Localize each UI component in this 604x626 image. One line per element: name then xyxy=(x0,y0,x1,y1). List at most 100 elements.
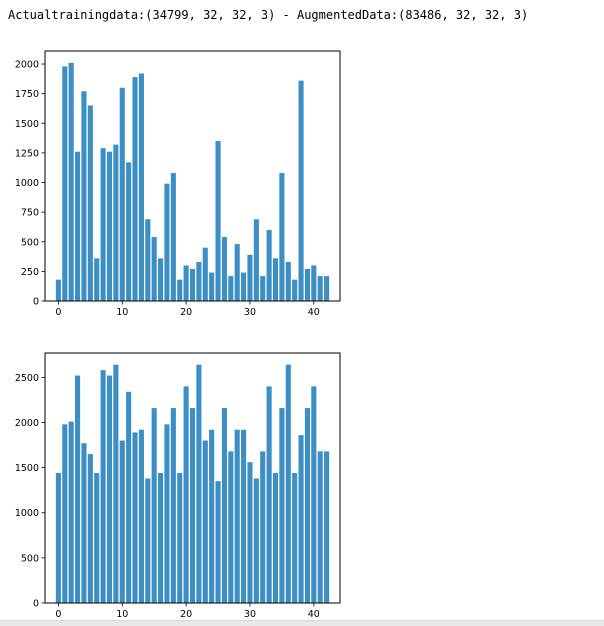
chart1-bar-27 xyxy=(228,276,234,301)
chart1-bar-4 xyxy=(81,91,87,301)
chart2-bar-35 xyxy=(279,408,285,603)
chart1-bar-1 xyxy=(62,66,68,302)
chart2-bar-33 xyxy=(266,386,272,603)
chart2-bar-13 xyxy=(138,429,144,603)
bar-chart-actual-svg: 0 250 500 750 1000 1250 1500 1750 2000 0 10 20 30 40 xyxy=(15,50,341,318)
chart2-bar-26 xyxy=(221,408,227,603)
chart1-bar-6 xyxy=(94,258,100,301)
chart2-bar-6 xyxy=(94,473,100,603)
chart2-bar-37 xyxy=(292,473,298,603)
chart2-bar-17 xyxy=(164,424,170,603)
chart1-xtick-label-40: 40 xyxy=(308,307,320,318)
chart2-ytick-label-0: 0 xyxy=(33,599,39,610)
chart1-bar-11 xyxy=(126,162,132,301)
chart2-bar-15 xyxy=(151,408,157,603)
chart2-bar-8 xyxy=(106,375,113,603)
chart1-xtick-label-0: 0 xyxy=(55,307,61,318)
chart2-bar-16 xyxy=(158,473,164,603)
chart2-bar-28 xyxy=(234,429,240,603)
chart2-bar-14 xyxy=(145,478,151,603)
chart1-xtick-label-10: 10 xyxy=(116,307,128,318)
chart1-bar-7 xyxy=(100,148,106,301)
chart1-bar-22 xyxy=(196,261,202,301)
chart2-xtick-label-30: 30 xyxy=(244,609,256,620)
chart1-bar-26 xyxy=(221,237,227,301)
chart1-ytick-label-1750: 1750 xyxy=(15,89,39,100)
chart2-bar-31 xyxy=(253,478,259,603)
chart2-bar-4 xyxy=(81,443,87,603)
chart1-bar-34 xyxy=(272,258,279,301)
chart1-bar-15 xyxy=(151,237,157,301)
chart1-bar-17 xyxy=(164,183,170,301)
chart2-bar-18 xyxy=(170,408,176,603)
chart2-ytick-label-1000: 1000 xyxy=(15,508,39,519)
chart1-bar-12 xyxy=(132,77,138,301)
chart2-bar-38 xyxy=(298,435,304,603)
chart2-bar-12 xyxy=(132,432,138,603)
horizontal-scrollbar[interactable] xyxy=(0,620,604,626)
chart1-bar-25 xyxy=(215,141,221,301)
chart2-bar-29 xyxy=(241,429,247,603)
chart1-bar-13 xyxy=(138,73,144,301)
chart1-bar-42 xyxy=(324,276,330,301)
chart2-bar-27 xyxy=(228,451,234,603)
chart2-bar-2 xyxy=(68,421,74,603)
chart1-bar-10 xyxy=(119,87,125,301)
chart1-ytick-label-750: 750 xyxy=(21,208,39,219)
chart2-bar-21 xyxy=(189,408,196,603)
chart2-bar-39 xyxy=(304,408,310,603)
chart1-xtick-label-20: 20 xyxy=(180,307,192,318)
chart2-bar-42 xyxy=(324,451,330,603)
chart1-bar-9 xyxy=(113,144,119,301)
chart1-bar-20 xyxy=(183,265,189,301)
bar-chart-actual: 0 250 500 750 1000 1250 1500 1750 2000 0 10 20 30 40 xyxy=(0,40,360,325)
chart1-ytick-label-0: 0 xyxy=(33,297,39,308)
chart2-bar-11 xyxy=(126,391,132,603)
output-text: Actualtrainingdata:(34799, 32, 32, 3) - … xyxy=(8,8,529,22)
chart2-ytick-label-1500: 1500 xyxy=(15,463,39,474)
chart2-bar-30 xyxy=(247,462,253,603)
chart1-bar-38 xyxy=(298,80,304,301)
chart2-bar-24 xyxy=(209,429,215,603)
chart2-axes-frame xyxy=(44,352,341,604)
chart1-bar-3 xyxy=(75,151,81,301)
chart2-bar-10 xyxy=(119,440,125,603)
chart1-bar-23 xyxy=(202,247,208,301)
chart2-ytick-label-2500: 2500 xyxy=(15,373,39,384)
chart2-xtick-label-20: 20 xyxy=(180,609,192,620)
chart2-bar-40 xyxy=(311,386,317,603)
chart1-bar-35 xyxy=(279,173,285,301)
chart1-bar-39 xyxy=(304,269,310,301)
chart2-bar-25 xyxy=(215,481,221,603)
chart1-bar-30 xyxy=(247,254,253,301)
chart1-bar-41 xyxy=(317,276,323,301)
chart2-bar-19 xyxy=(177,473,183,603)
chart1-ytick-label-1500: 1500 xyxy=(15,119,39,130)
chart1-bar-19 xyxy=(177,279,183,301)
chart1-bar-31 xyxy=(253,219,259,301)
chart1-bar-0 xyxy=(55,279,61,301)
chart1-bar-14 xyxy=(145,219,151,301)
chart1-ytick-label-1000: 1000 xyxy=(15,178,39,189)
chart2-bar-23 xyxy=(202,440,208,603)
chart1-ytick-label-250: 250 xyxy=(21,267,39,278)
chart1-axes-frame xyxy=(44,50,341,302)
chart1-bar-37 xyxy=(292,279,298,301)
chart2-bar-22 xyxy=(196,364,202,603)
chart2-bar-3 xyxy=(75,375,81,603)
chart1-bar-21 xyxy=(189,269,196,301)
chart2-bar-1 xyxy=(62,424,68,603)
chart2-xtick-label-10: 10 xyxy=(116,609,128,620)
chart1-ytick-label-500: 500 xyxy=(21,237,39,248)
chart1-bar-5 xyxy=(87,105,93,301)
chart2-bar-0 xyxy=(55,473,61,603)
chart1-bar-33 xyxy=(266,229,272,301)
chart2-bar-34 xyxy=(272,473,279,603)
chart1-ytick-label-1250: 1250 xyxy=(15,148,39,159)
chart2-bar-20 xyxy=(183,386,189,603)
chart2-bar-36 xyxy=(285,364,291,603)
chart1-bar-29 xyxy=(241,272,247,301)
chart2-ytick-label-2000: 2000 xyxy=(15,418,39,429)
chart2-bar-32 xyxy=(260,451,266,603)
chart1-bar-36 xyxy=(285,261,291,301)
